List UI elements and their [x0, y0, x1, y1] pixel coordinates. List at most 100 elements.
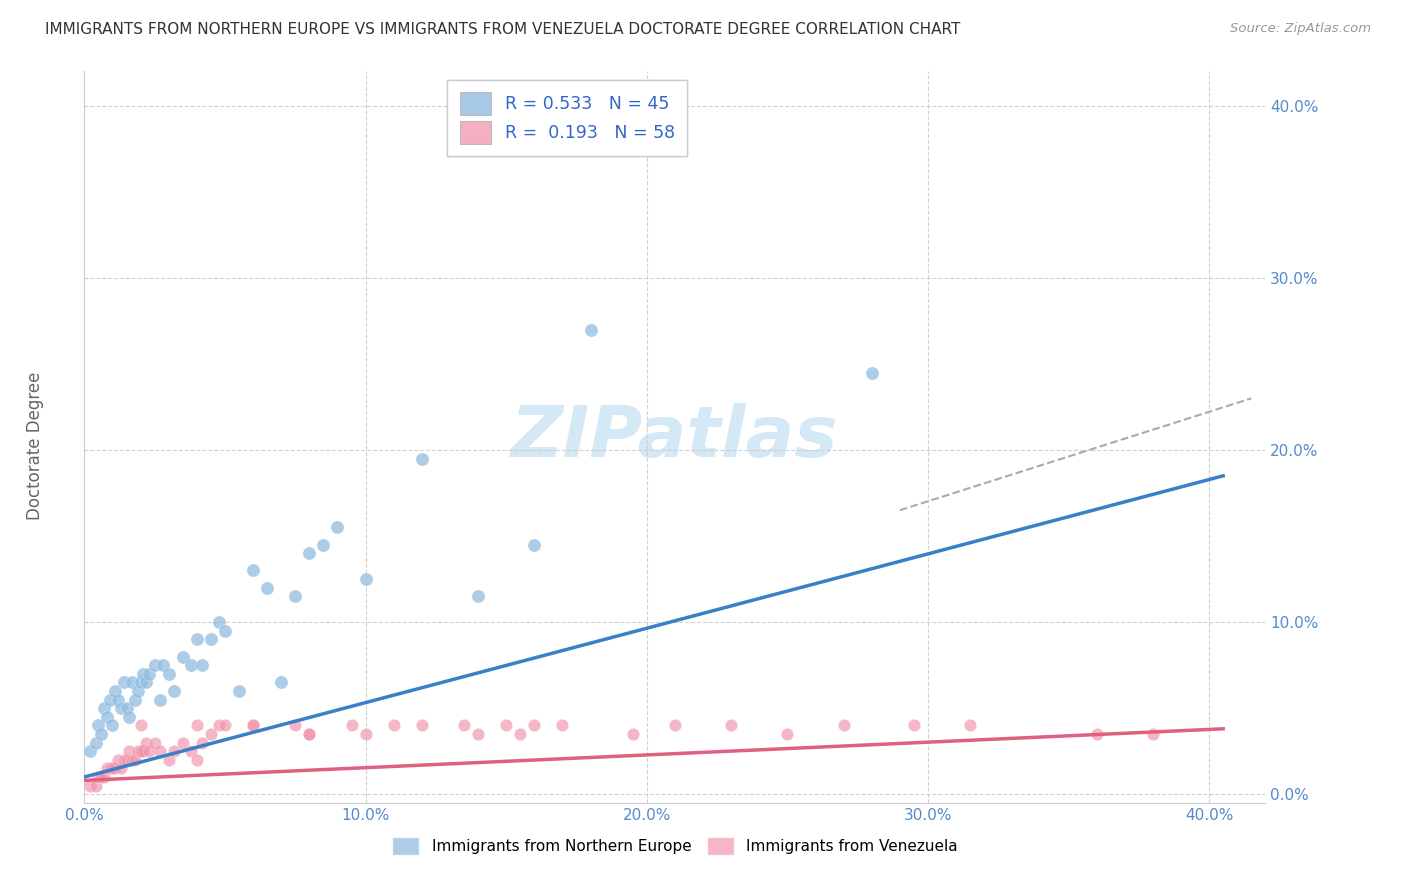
Point: [551, 718, 574, 732]
Point: [129, 718, 152, 732]
Point: [101, 761, 124, 775]
Point: [118, 710, 141, 724]
Point: [93, 770, 115, 784]
Point: [959, 718, 981, 732]
Point: [326, 520, 349, 534]
Point: [467, 727, 489, 741]
Point: [149, 744, 172, 758]
Point: [186, 632, 208, 647]
Point: [101, 718, 124, 732]
Point: [453, 718, 475, 732]
Point: [121, 675, 143, 690]
Point: [186, 718, 208, 732]
Point: [110, 701, 132, 715]
Point: [411, 718, 433, 732]
Point: [208, 718, 231, 732]
Point: [208, 615, 231, 629]
Point: [242, 564, 264, 578]
Point: [135, 675, 157, 690]
Text: Doctorate Degree: Doctorate Degree: [27, 372, 44, 520]
Point: [163, 684, 186, 698]
Point: [579, 322, 602, 336]
Point: [1085, 727, 1108, 741]
Point: [228, 684, 250, 698]
Point: [214, 718, 236, 732]
Point: [284, 718, 307, 732]
Point: [200, 727, 222, 741]
Point: [186, 753, 208, 767]
Point: [495, 718, 517, 732]
Point: [776, 727, 799, 741]
Legend: R = 0.533   N = 45, R =  0.193   N = 58: R = 0.533 N = 45, R = 0.193 N = 58: [447, 80, 688, 156]
Point: [200, 632, 222, 647]
Point: [860, 366, 883, 380]
Point: [191, 658, 214, 673]
Point: [242, 718, 264, 732]
Point: [903, 718, 925, 732]
Point: [107, 692, 129, 706]
Point: [98, 761, 121, 775]
Point: [172, 735, 194, 749]
Point: [110, 761, 132, 775]
Point: [124, 753, 146, 767]
Point: [90, 770, 112, 784]
Point: [191, 735, 214, 749]
Text: ZIPatlas: ZIPatlas: [512, 402, 838, 472]
Point: [79, 779, 101, 793]
Point: [509, 727, 531, 741]
Point: [621, 727, 644, 741]
Point: [354, 572, 377, 586]
Point: [93, 701, 115, 715]
Point: [135, 735, 157, 749]
Point: [107, 753, 129, 767]
Point: [523, 718, 546, 732]
Point: [411, 451, 433, 466]
Point: [118, 744, 141, 758]
Point: [87, 718, 110, 732]
Point: [256, 581, 278, 595]
Point: [157, 666, 180, 681]
Point: [382, 718, 405, 732]
Point: [96, 761, 118, 775]
Point: [138, 666, 160, 681]
Point: [143, 658, 166, 673]
Point: [152, 658, 174, 673]
Point: [284, 589, 307, 603]
Point: [132, 666, 155, 681]
Point: [132, 744, 155, 758]
Point: [832, 718, 855, 732]
Point: [467, 589, 489, 603]
Point: [87, 770, 110, 784]
Point: [214, 624, 236, 638]
Point: [115, 753, 138, 767]
Point: [157, 753, 180, 767]
Point: [149, 692, 172, 706]
Point: [270, 675, 292, 690]
Point: [354, 727, 377, 741]
Point: [138, 744, 160, 758]
Point: [298, 727, 321, 741]
Point: [127, 684, 149, 698]
Point: [298, 727, 321, 741]
Text: Source: ZipAtlas.com: Source: ZipAtlas.com: [1230, 22, 1371, 36]
Point: [242, 718, 264, 732]
Point: [104, 761, 127, 775]
Point: [84, 735, 107, 749]
Point: [172, 649, 194, 664]
Point: [96, 710, 118, 724]
Point: [84, 779, 107, 793]
Point: [79, 744, 101, 758]
Point: [340, 718, 363, 732]
Point: [143, 735, 166, 749]
Point: [664, 718, 686, 732]
Point: [121, 753, 143, 767]
Point: [90, 727, 112, 741]
Point: [312, 538, 335, 552]
Point: [129, 744, 152, 758]
Text: IMMIGRANTS FROM NORTHERN EUROPE VS IMMIGRANTS FROM VENEZUELA DOCTORATE DEGREE CO: IMMIGRANTS FROM NORTHERN EUROPE VS IMMIG…: [45, 22, 960, 37]
Point: [180, 744, 202, 758]
Point: [127, 744, 149, 758]
Point: [180, 658, 202, 673]
Point: [112, 753, 135, 767]
Point: [720, 718, 742, 732]
